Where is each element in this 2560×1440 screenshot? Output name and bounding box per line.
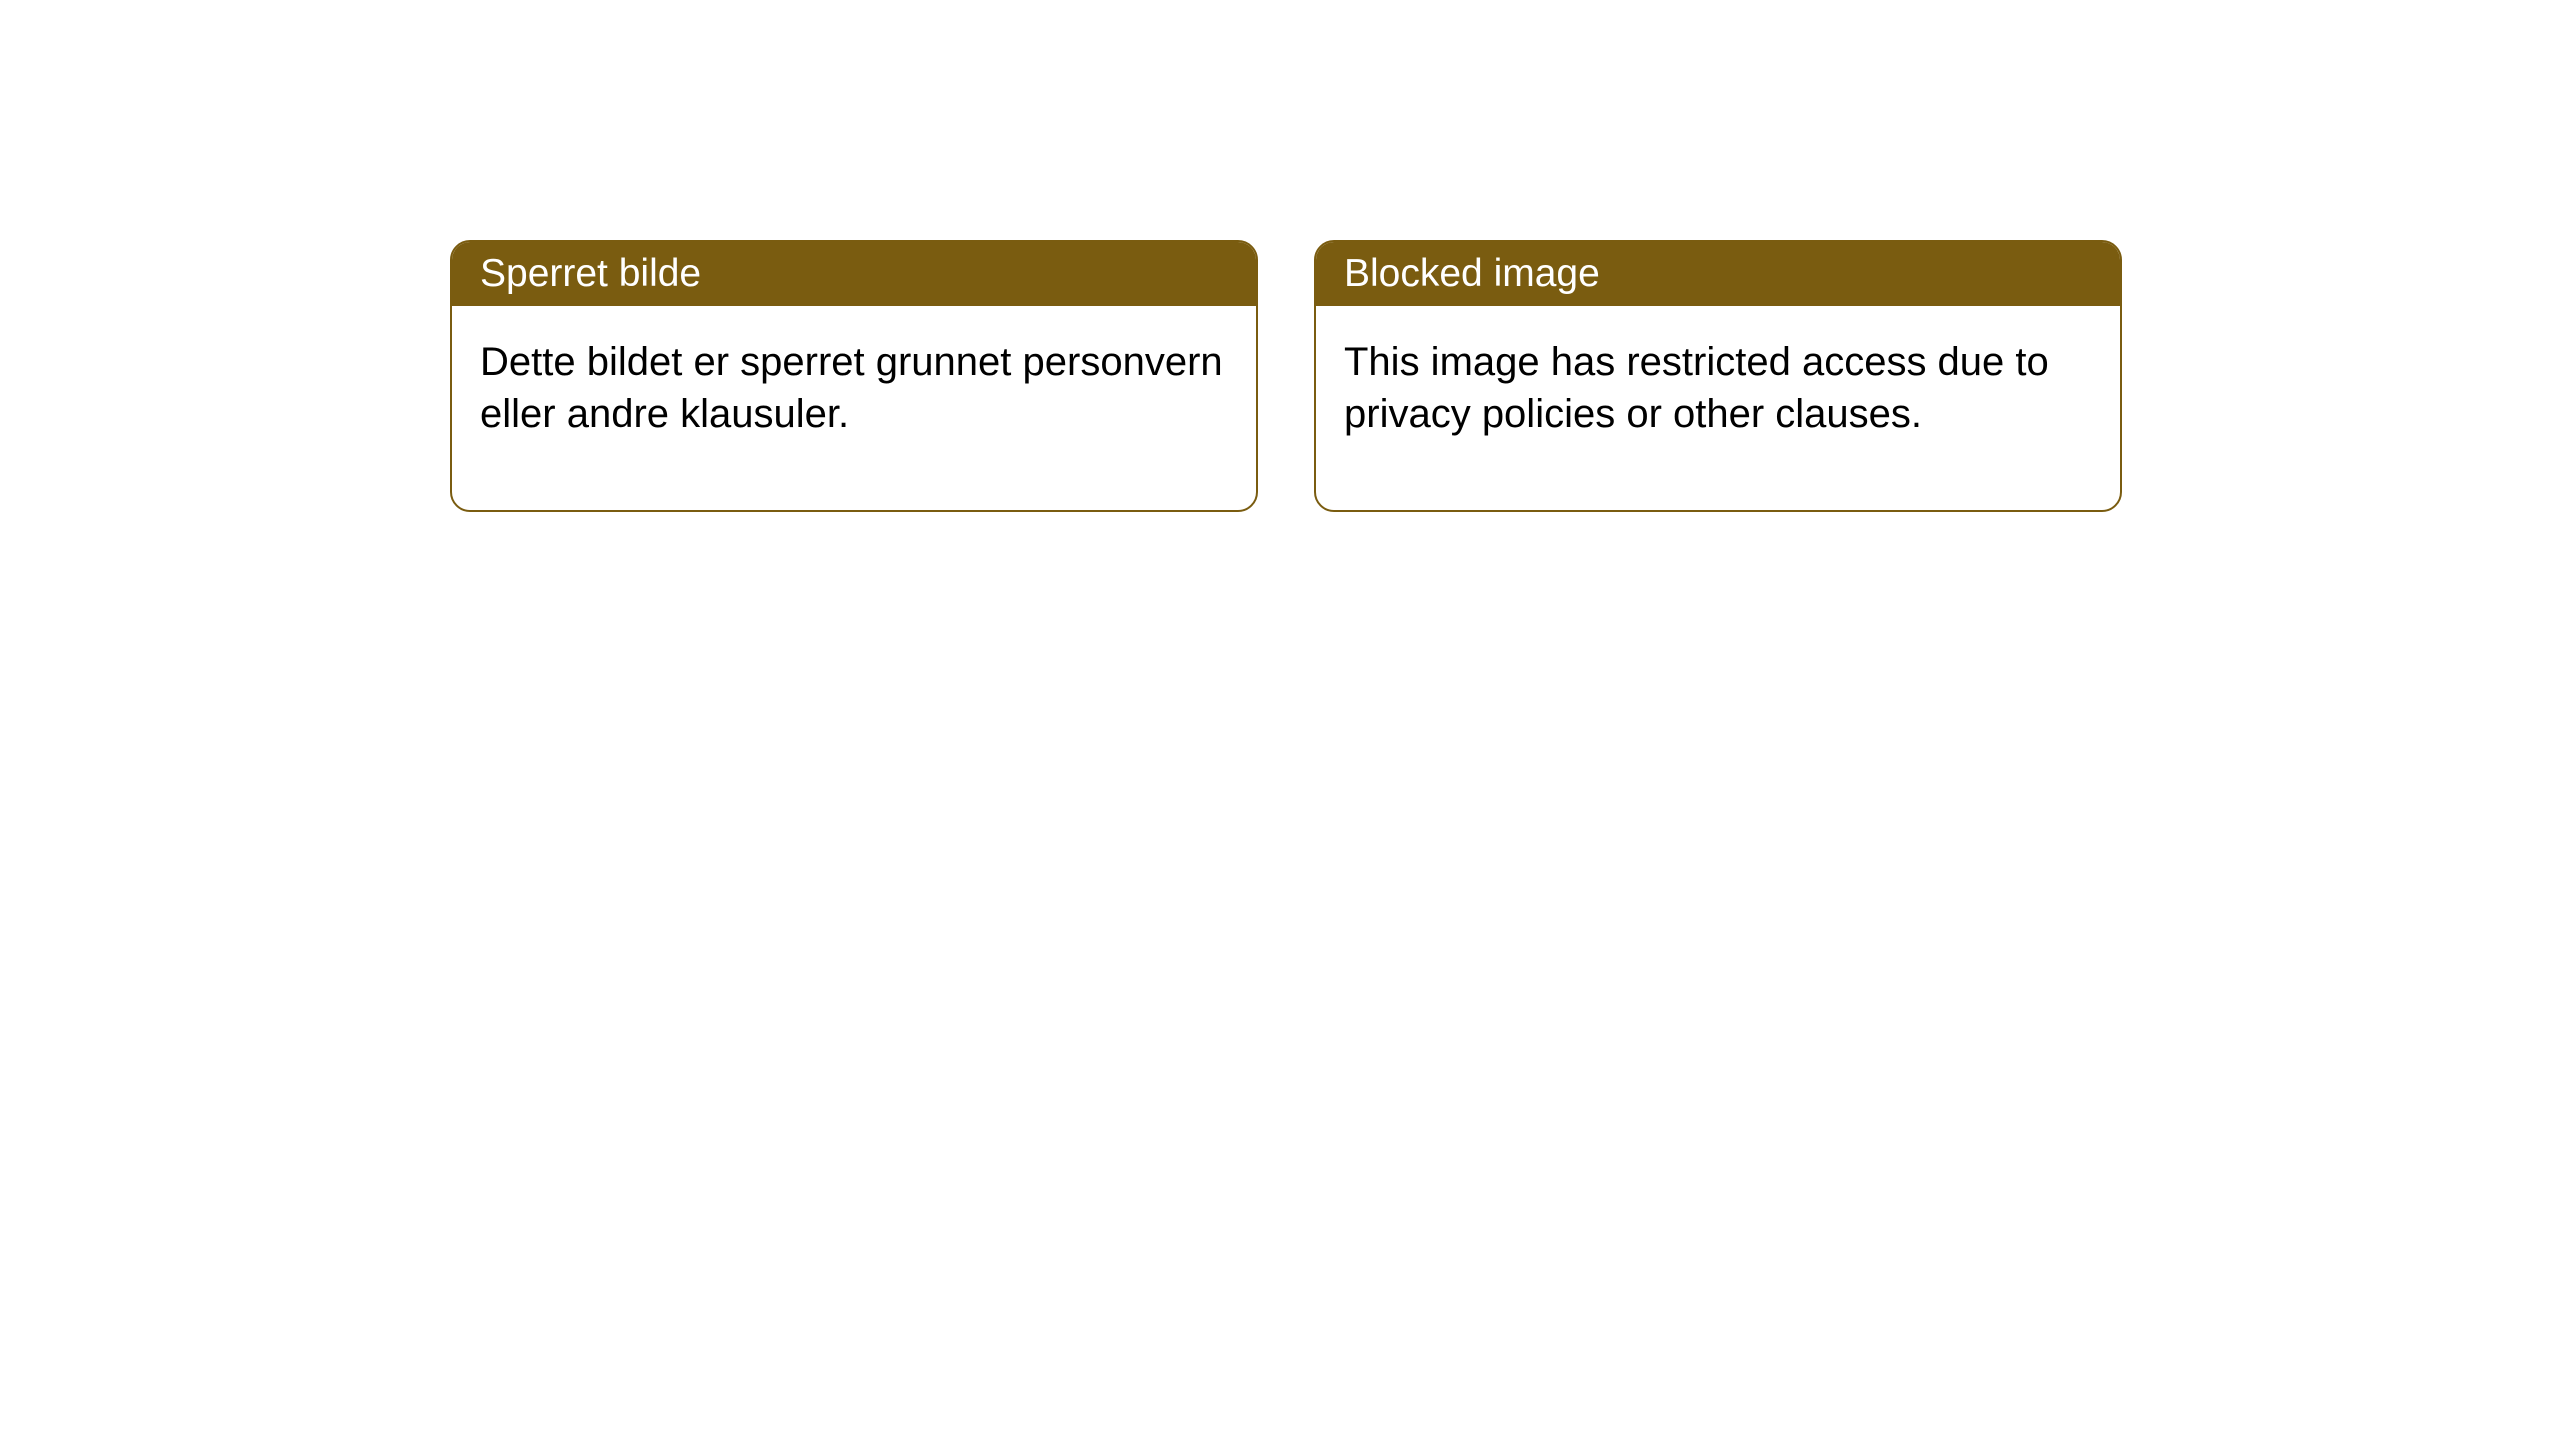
notice-header-en: Blocked image — [1316, 242, 2120, 306]
notice-body-no: Dette bildet er sperret grunnet personve… — [452, 306, 1256, 510]
notice-header-no: Sperret bilde — [452, 242, 1256, 306]
notice-card-en: Blocked image This image has restricted … — [1314, 240, 2122, 512]
notice-body-en: This image has restricted access due to … — [1316, 306, 2120, 510]
notice-container: Sperret bilde Dette bildet er sperret gr… — [0, 0, 2560, 512]
notice-card-no: Sperret bilde Dette bildet er sperret gr… — [450, 240, 1258, 512]
